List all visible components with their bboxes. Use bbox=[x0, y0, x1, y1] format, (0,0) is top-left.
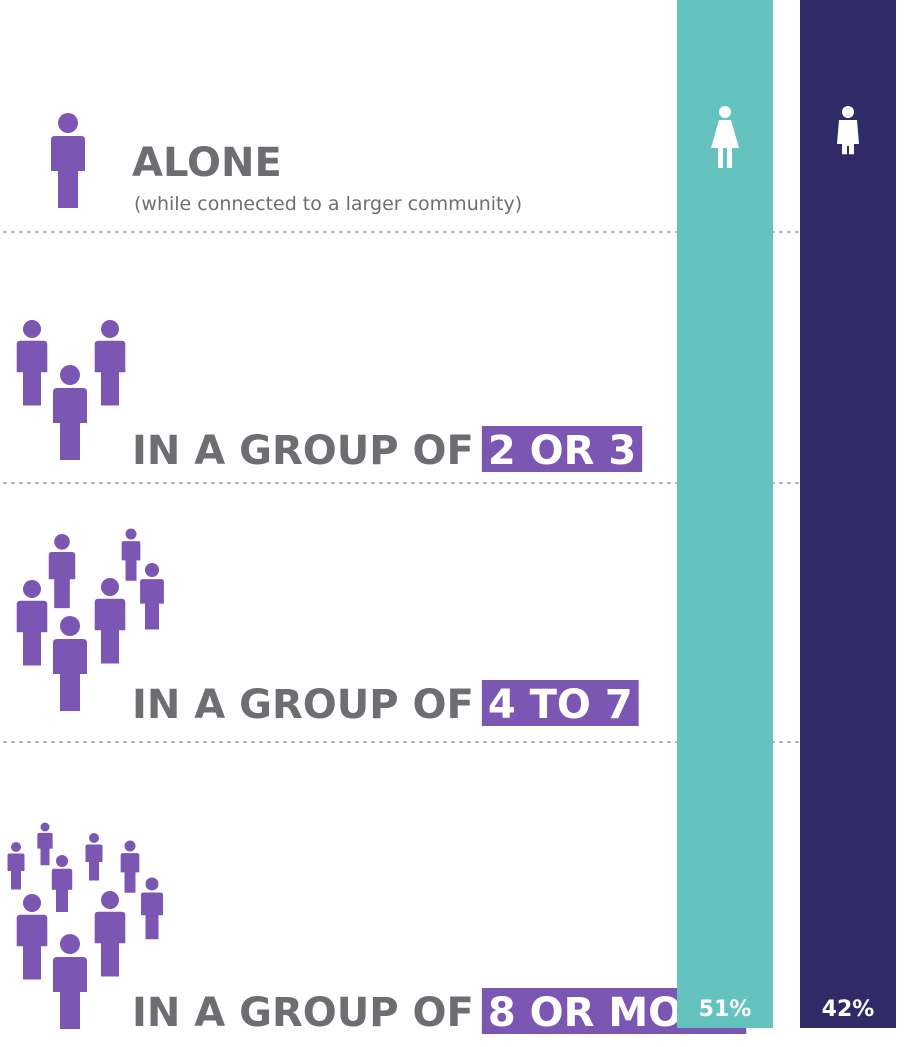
person-icon bbox=[53, 365, 87, 460]
person-icon bbox=[94, 891, 126, 977]
person-icon bbox=[7, 842, 25, 890]
bars: 33%40%35%38%39%39%51%42% bbox=[677, 0, 896, 1028]
person-icon bbox=[140, 563, 164, 630]
person-icon bbox=[51, 113, 85, 208]
male-value-label: 42% bbox=[822, 997, 875, 1022]
group-size-highlight: 2 OR 3 bbox=[481, 426, 643, 474]
row-label: IN A GROUP OF bbox=[132, 990, 474, 1036]
highlight-text: 4 TO 7 bbox=[488, 682, 633, 728]
person-icon bbox=[37, 822, 53, 866]
highlight-background bbox=[481, 426, 643, 472]
person-icon bbox=[48, 534, 76, 609]
highlight-background bbox=[481, 680, 639, 726]
people-illustrations bbox=[7, 113, 164, 1029]
person-icon bbox=[94, 578, 126, 664]
male-bar bbox=[800, 400, 896, 718]
group-size-highlight: 4 TO 7 bbox=[481, 680, 639, 728]
person-icon bbox=[53, 934, 87, 1029]
person-icon bbox=[16, 320, 48, 406]
person-icon bbox=[16, 894, 48, 980]
person-icon bbox=[16, 580, 48, 666]
person-icon bbox=[51, 855, 73, 912]
female-icon bbox=[711, 106, 739, 168]
row-label: IN A GROUP OF bbox=[132, 428, 474, 474]
row-subtitle: (while connected to a larger community) bbox=[134, 193, 522, 215]
highlight-text: 2 OR 3 bbox=[488, 428, 636, 474]
male-bar bbox=[800, 685, 896, 1028]
female-bar bbox=[677, 612, 773, 1028]
female-value-label: 51% bbox=[699, 997, 752, 1022]
person-icon bbox=[140, 877, 164, 940]
person-icon bbox=[53, 616, 87, 711]
row-label: ALONE bbox=[132, 140, 282, 186]
row-labels: ALONE (while connected to a larger commun… bbox=[132, 140, 747, 1036]
person-icon bbox=[85, 833, 103, 881]
person-icon bbox=[120, 840, 140, 893]
person-icon bbox=[121, 528, 141, 581]
row-label: IN A GROUP OF bbox=[132, 682, 474, 728]
person-icon bbox=[94, 320, 126, 406]
